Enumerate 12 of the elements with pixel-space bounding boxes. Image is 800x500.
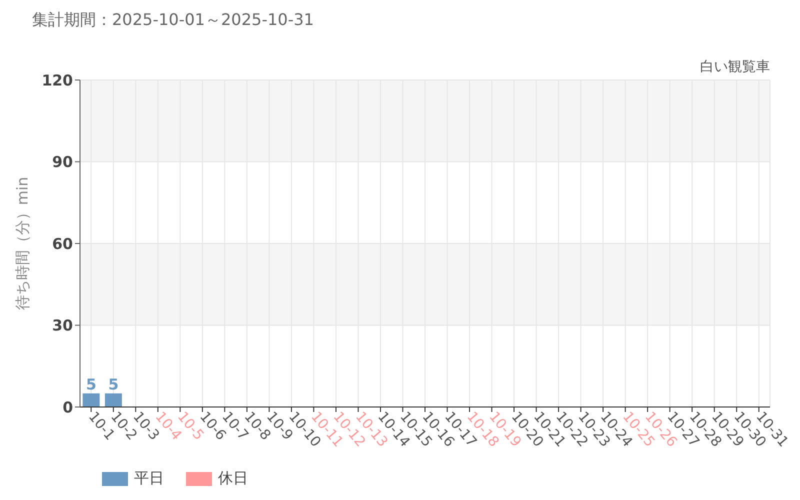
y-tick-label: 90	[52, 153, 73, 172]
legend-label: 休日	[218, 469, 248, 488]
data-label: 5	[108, 375, 119, 394]
chart-title: 集計期間：2025-10-01～2025-10-31	[32, 10, 314, 31]
y-tick-label: 120	[42, 71, 73, 90]
chart-subtitle: 白い観覧車	[700, 58, 770, 76]
legend-label: 平日	[134, 469, 164, 488]
y-tick-label: 0	[62, 398, 73, 416]
y-tick-label: 30	[52, 316, 73, 335]
data-label: 5	[86, 375, 96, 394]
y-tick-label: 60	[52, 234, 73, 253]
y-axis-title: 待ち時間（分）min	[13, 176, 32, 310]
